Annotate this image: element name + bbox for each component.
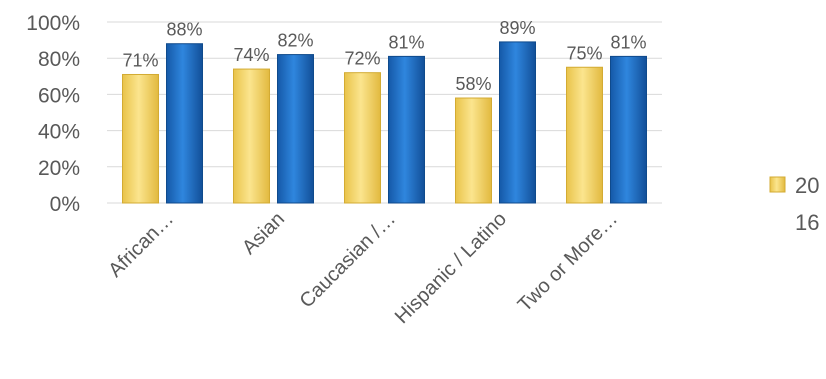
data-label: 74% [233, 45, 269, 65]
legend-label-line1: 20 [795, 173, 819, 198]
bar [566, 66, 603, 204]
data-label: 89% [499, 18, 535, 38]
bar [344, 72, 381, 204]
data-labels: 71% 88% 74% 82% 72% 81% 58% 89% 75% 81% [122, 18, 646, 94]
bar [233, 68, 270, 204]
category-label: African… [104, 208, 178, 282]
bar [610, 55, 647, 204]
bar [455, 97, 492, 204]
category-label: Two or More… [514, 208, 622, 316]
y-tick-label: 80% [38, 48, 80, 71]
bar [277, 54, 314, 204]
data-label: 71% [122, 50, 158, 70]
category-label: Caucasian /… [296, 208, 400, 312]
y-tick-label: 20% [38, 157, 80, 180]
legend: 20 16 [769, 173, 819, 235]
y-tick-label: 0% [50, 193, 80, 216]
bar [388, 55, 425, 204]
legend-swatch [769, 176, 786, 193]
data-label: 81% [610, 32, 646, 52]
y-tick-label: 100% [26, 12, 80, 35]
y-tick-label: 60% [38, 84, 80, 107]
data-label: 88% [166, 20, 202, 40]
category-label: Asian [238, 208, 289, 259]
y-axis-ticks: 0% 20% 40% 60% 80% 100% [26, 12, 80, 216]
bar [166, 43, 203, 204]
bars [122, 41, 647, 204]
legend-label-line2: 16 [795, 210, 819, 235]
data-label: 72% [344, 49, 380, 69]
data-label: 81% [388, 32, 424, 52]
bar [122, 73, 159, 204]
y-tick-label: 40% [38, 121, 80, 144]
category-label: Hispanic / Latino [391, 208, 511, 328]
x-axis-categories: African… Asian Caucasian /…Hispanic / Lati… [104, 208, 622, 328]
data-label: 58% [455, 74, 491, 94]
data-label: 75% [566, 43, 602, 63]
bar [499, 41, 536, 204]
data-label: 82% [277, 31, 313, 51]
